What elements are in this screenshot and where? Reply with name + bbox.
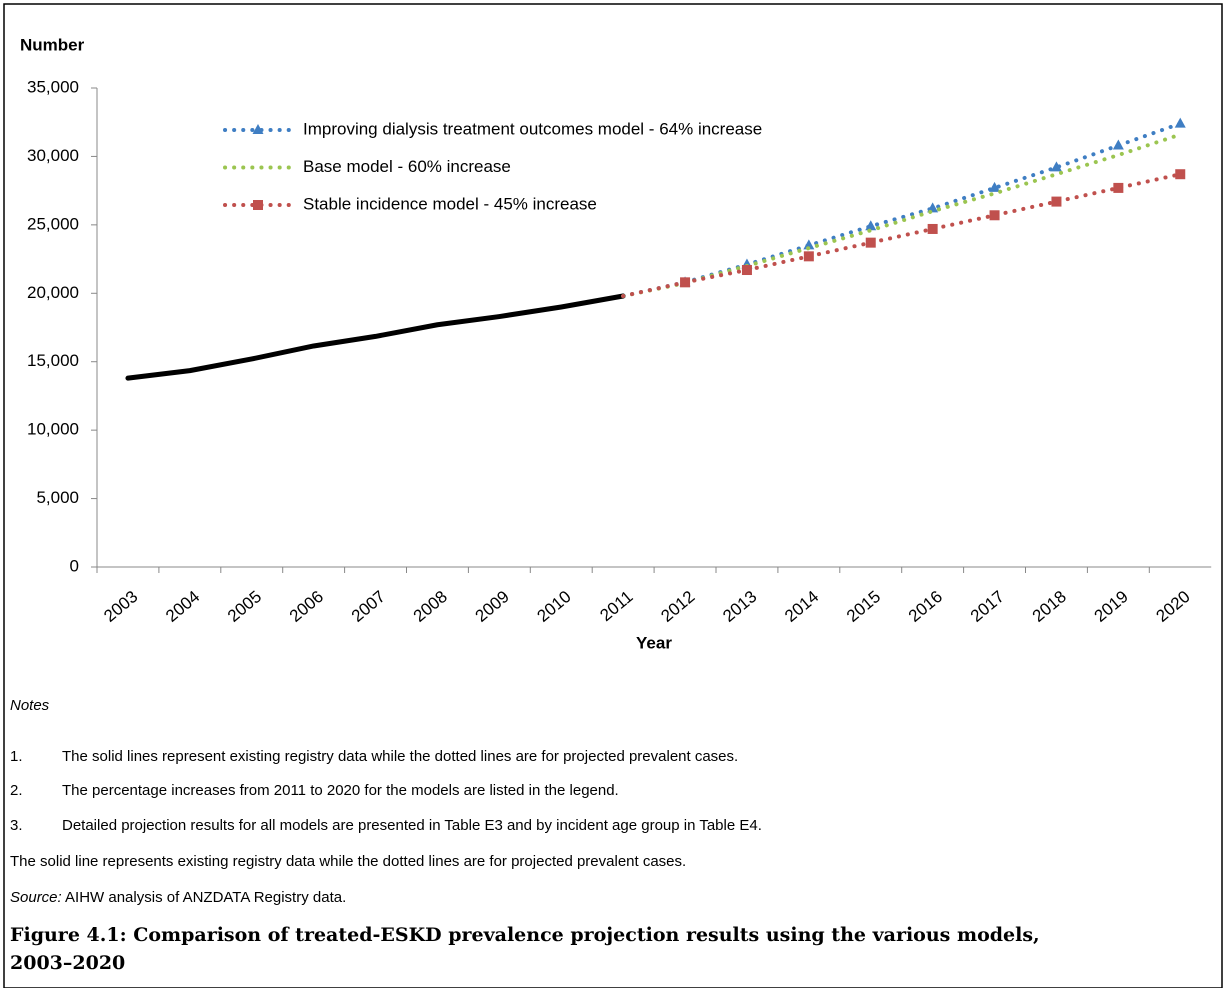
x-tick-label: 2018 [1029, 587, 1070, 626]
marker [1051, 196, 1062, 207]
series-line [621, 172, 1183, 299]
y-axis-title: Number [20, 35, 85, 54]
x-tick-label: 2012 [657, 587, 698, 626]
y-tick-label: 30,000 [27, 146, 79, 165]
note-extra: The solid line represents existing regis… [10, 853, 686, 870]
y-tick-label: 35,000 [27, 77, 79, 96]
y-tick-label: 15,000 [27, 351, 79, 370]
marker [1113, 182, 1124, 193]
x-tick-label: 2003 [100, 587, 141, 626]
series-line [125, 293, 626, 381]
x-tick-label: 2005 [224, 587, 265, 626]
x-tick-label: 2007 [348, 587, 389, 626]
frame [3, 3, 1223, 989]
notes-heading: Notes [10, 697, 50, 714]
marker [989, 210, 1000, 221]
legend-label: Stable incidence model - 45% increase [303, 194, 597, 213]
marker [989, 181, 1001, 192]
marker [803, 239, 815, 250]
marker [927, 202, 939, 213]
note-text: The solid lines represent existing regis… [62, 748, 738, 765]
x-tick-label: 2013 [719, 587, 760, 626]
note-number: 3. [10, 817, 23, 834]
x-tick-label: 2017 [967, 587, 1008, 626]
marker [865, 237, 876, 248]
source-text: AIHW analysis of ANZDATA Registry data. [62, 889, 347, 906]
y-tick-label: 20,000 [27, 283, 79, 302]
marker [927, 223, 938, 234]
y-tick-label: 5,000 [36, 488, 79, 507]
y-tick-label: 10,000 [27, 420, 79, 439]
marker [865, 220, 877, 231]
caption: Figure 4.1: Comparison of treated-ESKD p… [10, 924, 1040, 946]
note-text: Detailed projection results for all mode… [62, 817, 762, 834]
source: Source: AIHW analysis of ANZDATA Registr… [10, 889, 346, 906]
marker [1174, 117, 1186, 128]
x-tick-label: 2004 [162, 587, 203, 626]
marker [252, 124, 264, 134]
y-tick-label: 25,000 [27, 214, 79, 233]
source-label: Source: [10, 889, 62, 906]
legend-label: Improving dialysis treatment outcomes mo… [303, 119, 762, 138]
note-number: 1. [10, 748, 23, 765]
marker [1175, 169, 1186, 180]
x-tick-label: 2011 [596, 587, 636, 625]
x-tick-label: 2015 [843, 587, 884, 626]
marker [741, 265, 752, 276]
marker [1112, 139, 1124, 150]
x-tick-label: 2009 [472, 587, 513, 626]
marker [1050, 161, 1062, 172]
y-tick-label: 0 [70, 556, 79, 575]
marker [680, 277, 691, 288]
x-tick-label: 2016 [905, 587, 946, 626]
x-axis-title: Year [636, 633, 672, 652]
x-tick-label: 2010 [534, 587, 575, 626]
x-tick-label: 2014 [781, 587, 822, 626]
x-tick-label: 2008 [410, 587, 451, 626]
x-tick-label: 2006 [286, 587, 327, 626]
caption: 2003–2020 [10, 952, 125, 974]
series-line [621, 132, 1183, 299]
legend-label: Base model - 60% increase [303, 157, 511, 176]
x-tick-label: 2020 [1153, 587, 1194, 626]
series-line [621, 121, 1183, 299]
note-number: 2. [10, 782, 23, 799]
marker [803, 251, 814, 262]
note-text: The percentage increases from 2011 to 20… [62, 782, 619, 799]
marker [253, 200, 263, 210]
x-tick-label: 2019 [1091, 587, 1132, 626]
